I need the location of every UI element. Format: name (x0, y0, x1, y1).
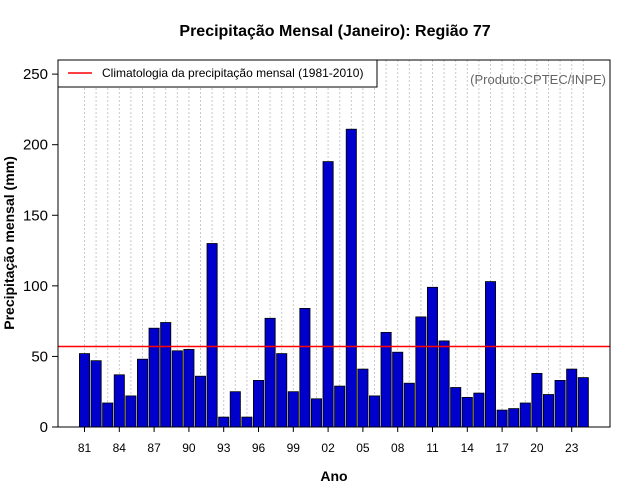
bar-1994 (229, 391, 241, 428)
bar-2024 (577, 377, 589, 428)
x-tick-label: 05 (356, 441, 370, 455)
x-tick-label: 99 (287, 441, 301, 455)
x-tick-label: 81 (78, 441, 92, 455)
y-axis: 0 50 100 150 200 250 (23, 66, 58, 436)
bar-2002 (322, 161, 334, 428)
x-tick-label: 93 (217, 441, 231, 455)
y-axis-title: Precipitação mensal (mm) (1, 156, 17, 330)
y-tick-label: 50 (31, 348, 48, 365)
x-tick-label: 02 (321, 441, 335, 455)
bar-2001 (310, 398, 322, 428)
y-tick-label: 0 (40, 419, 48, 436)
x-tick-label: 87 (147, 441, 161, 455)
bar-1996 (252, 379, 264, 428)
bar-1998 (276, 353, 288, 428)
bar-1992 (206, 243, 218, 428)
bar-1989 (171, 350, 183, 428)
bar-2000 (299, 307, 311, 428)
bar-1985 (125, 395, 137, 428)
y-tick-label: 150 (23, 207, 48, 224)
bar-2010 (415, 316, 427, 428)
bar-2022 (554, 379, 566, 428)
bar-2005 (357, 368, 369, 428)
legend-box (57, 59, 378, 88)
x-tick-label: 84 (113, 441, 127, 455)
bar-2004 (345, 128, 357, 428)
x-tick-label: 20 (530, 441, 544, 455)
bar-2020 (531, 372, 543, 428)
bar-2016 (484, 281, 496, 428)
bar-2008 (392, 351, 404, 428)
bar-1997 (264, 317, 276, 428)
bars (79, 128, 589, 428)
bar-2013 (450, 387, 462, 428)
bar-1988 (160, 322, 172, 428)
x-tick-label: 90 (182, 441, 196, 455)
x-tick-label: 23 (565, 441, 579, 455)
bar-1984 (113, 374, 125, 428)
bar-1999 (287, 391, 299, 428)
x-axis-title: Ano (320, 468, 347, 484)
bar-2015 (473, 392, 485, 428)
y-tick-label: 250 (23, 66, 48, 83)
bar-1995 (241, 416, 253, 428)
bar-1991 (194, 375, 206, 428)
credit-label: (Produto:CPTEC/INPE) (470, 72, 606, 87)
bar-2006 (368, 395, 380, 428)
x-tick-label: 96 (252, 441, 266, 455)
bar-1993 (218, 416, 230, 428)
x-tick-label: 08 (391, 441, 405, 455)
x-axis: 81 84 87 90 93 96 99 02 05 08 11 14 17 20 23 (78, 427, 579, 455)
bar-2019 (519, 402, 531, 428)
bar-1983 (102, 402, 114, 428)
bar-2021 (543, 394, 555, 428)
bar-1986 (136, 358, 148, 428)
x-tick-label: 17 (495, 441, 509, 455)
bar-1990 (183, 348, 195, 428)
x-tick-label: 14 (461, 441, 475, 455)
bar-2003 (334, 385, 346, 428)
bar-2012 (438, 340, 450, 428)
bar-1982 (90, 360, 102, 428)
legend: Climatologia da precipitação mensal (198… (57, 59, 378, 88)
bar-1981 (79, 353, 91, 428)
bar-2011 (426, 286, 438, 428)
bar-2023 (566, 368, 578, 428)
y-tick-label: 200 (23, 137, 48, 154)
legend-label: Climatologia da precipitação mensal (198… (102, 66, 363, 80)
x-tick-label: 11 (426, 441, 439, 455)
bar-1987 (148, 327, 160, 428)
bar-2009 (403, 382, 415, 428)
bar-2017 (496, 409, 508, 428)
bar-2014 (461, 396, 473, 428)
chart-title: Precipitação Mensal (Janeiro): Região 77 (179, 23, 490, 40)
y-tick-label: 100 (23, 278, 48, 295)
bar-2018 (508, 408, 520, 428)
